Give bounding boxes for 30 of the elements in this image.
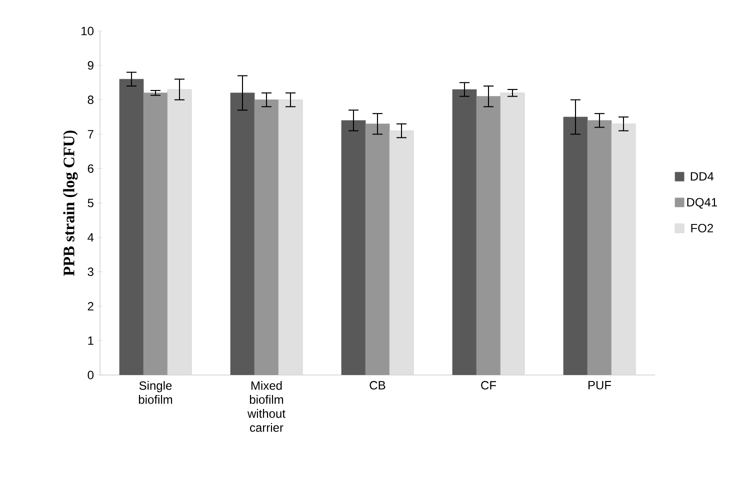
y-tick-label: 0 bbox=[88, 370, 94, 380]
y-tick-label: 3 bbox=[88, 268, 94, 276]
bar bbox=[278, 100, 303, 375]
y-tick-label: 8 bbox=[88, 96, 94, 104]
x-tick-label: Mixed biofilm without carrier bbox=[247, 381, 286, 432]
y-axis-title: PPB strain (log CFU) bbox=[63, 130, 78, 276]
x-tick-label: CB bbox=[370, 381, 386, 390]
bar bbox=[587, 120, 612, 375]
bar bbox=[254, 100, 279, 375]
bar bbox=[167, 89, 192, 375]
y-tick-label: 4 bbox=[88, 233, 94, 242]
bar bbox=[389, 130, 414, 375]
bar bbox=[365, 124, 390, 375]
y-tick-label: 9 bbox=[88, 61, 94, 70]
bar bbox=[500, 92, 525, 375]
bar bbox=[143, 92, 168, 375]
bar bbox=[476, 96, 501, 375]
y-tick-label: 2 bbox=[88, 302, 94, 310]
x-tick-label: CF bbox=[481, 381, 496, 390]
y-tick-label: 7 bbox=[88, 130, 94, 138]
legend-label: DQ41 bbox=[687, 198, 718, 209]
x-tick-label: Single biofilm bbox=[138, 381, 172, 404]
legend-label: FO2 bbox=[691, 224, 713, 232]
legend-label: DD4 bbox=[690, 172, 714, 180]
y-tick-label: 6 bbox=[88, 164, 94, 173]
y-tick-label: 10 bbox=[82, 26, 94, 36]
y-tick-label: 1 bbox=[88, 336, 94, 345]
x-tick-label: PUF bbox=[588, 381, 612, 390]
y-tick-label: 5 bbox=[88, 198, 94, 208]
bar bbox=[611, 124, 636, 375]
